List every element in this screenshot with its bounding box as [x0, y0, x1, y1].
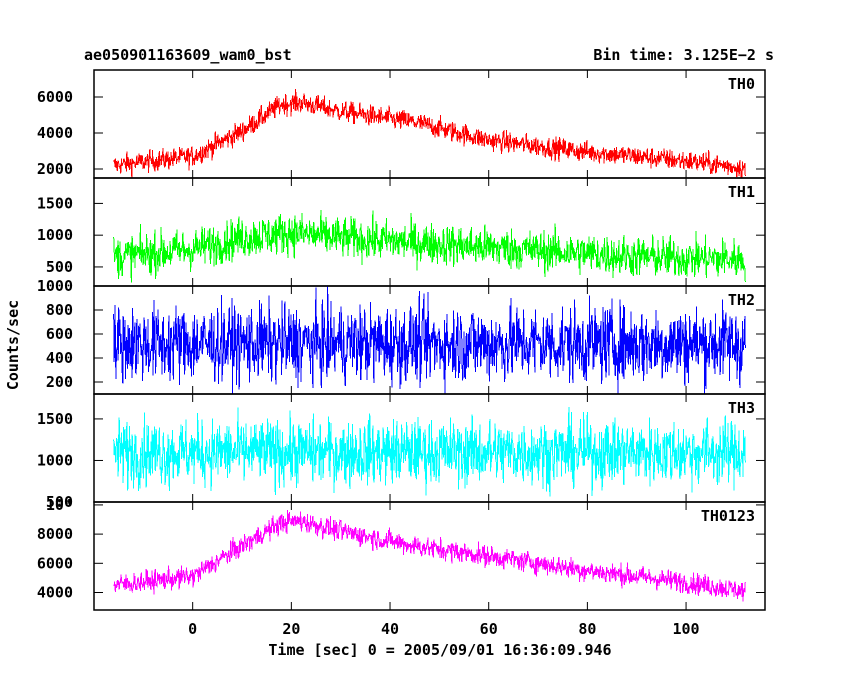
panel-th0: 2000 4000 6000 TH0 [37, 69, 766, 179]
panel-frame [93, 177, 766, 287]
y-tick-label: 1500 [37, 410, 73, 428]
chart-title: ae050901163609_wam0_bst [84, 46, 292, 64]
y-tick-label: 1500 [37, 194, 73, 212]
bin-time-label: Bin time: 3.125E−2 s [593, 46, 774, 64]
y-tick-label: 6000 [37, 88, 73, 106]
y-tick-label: 4000 [37, 583, 73, 601]
panel-label-th0123: TH0123 [701, 507, 755, 525]
panel-label-th0: TH0 [728, 75, 755, 93]
series-line-th0123 [113, 509, 746, 602]
x-tick-label: 100 [673, 620, 700, 638]
panel-label-th2: TH2 [728, 291, 755, 309]
panel-th3: 500 1000 1500 TH3 [37, 393, 766, 511]
panel-th1: 500 1000 1500 TH1 [37, 177, 766, 287]
x-tick-label: 80 [578, 620, 596, 638]
series-line-th0 [113, 89, 746, 178]
y-tick-label: 500 [46, 258, 73, 276]
series-line-th2 [113, 286, 746, 394]
x-tick-label: 20 [282, 620, 300, 638]
panel-th2: 200 400 600 800 1000 TH2 [37, 277, 766, 395]
y-tick-label: 400 [46, 349, 73, 367]
panel-label-th1: TH1 [728, 183, 755, 201]
y-tick-label: 800 [46, 301, 73, 319]
x-tick-label: 40 [381, 620, 399, 638]
y-tick-label: 1000 [37, 226, 73, 244]
y-tick-label: 8000 [37, 525, 73, 543]
series-line-th3 [113, 407, 746, 497]
y-tick-label: 600 [46, 325, 73, 343]
y-tick-label: 1000 [37, 451, 73, 469]
y-tick-label: 10⁴ [46, 496, 73, 514]
series-line-th1 [113, 210, 746, 283]
panel-frame [93, 501, 766, 611]
y-tick-label: 200 [46, 373, 73, 391]
y-axis-title: Counts/sec [4, 300, 22, 390]
panel-label-th3: TH3 [728, 399, 755, 417]
y-tick-label: 500 [46, 493, 73, 511]
y-tick-label: 2000 [37, 160, 73, 178]
y-tick-label: 4000 [37, 124, 73, 142]
x-axis-title: Time [sec] 0 = 2005/09/01 16:36:09.946 [268, 641, 611, 659]
panel-th0123: 4000 6000 8000 10⁴ TH0123 [37, 496, 766, 611]
y-tick-label: 6000 [37, 554, 73, 572]
panels-group: 200040006000TH050010001500TH120040060080… [37, 69, 766, 638]
y-tick-label: 1000 [37, 277, 73, 295]
x-tick-label: 60 [480, 620, 498, 638]
x-tick-label: 0 [188, 620, 197, 638]
